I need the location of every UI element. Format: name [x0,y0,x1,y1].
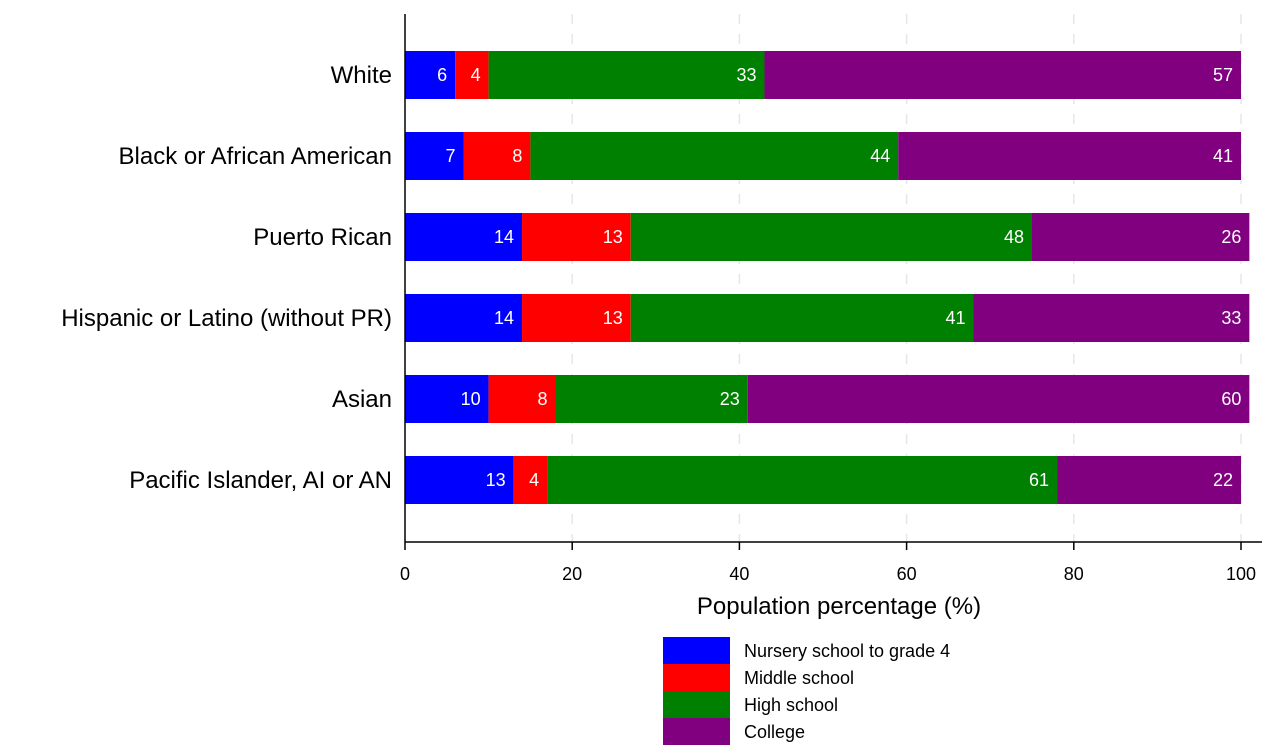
data-label: 33 [1221,308,1241,328]
bar-segment [630,294,974,342]
category-labels: White Black or African American Puerto Ric… [61,62,392,494]
bar-segment [1057,456,1241,504]
bar-segment [513,456,548,504]
bar-segment [405,375,489,423]
data-label: 14 [494,308,514,328]
data-label: 4 [529,470,539,490]
bar-segment [488,51,765,99]
bar-segment [522,294,631,342]
bar-segment [547,456,1058,504]
data-label: 44 [870,146,890,166]
data-labels: 6 4 33 57 7 8 44 41 14 13 48 26 14 13 41 33 10 8 23 60 13 4 61… [437,65,1241,490]
legend-label: High school [744,695,838,715]
bar-segment [747,375,1250,423]
data-label: 23 [720,389,740,409]
bar-segment [405,213,523,261]
legend-label: Nursery school to grade 4 [744,641,950,661]
bar-segment [764,51,1241,99]
legend-swatch [663,637,730,664]
bar-segment [405,132,464,180]
data-label: 14 [494,227,514,247]
bar-segment [455,51,489,99]
data-label: 13 [603,227,623,247]
x-tick-label: 100 [1226,564,1256,584]
legend-swatch [663,691,730,718]
legend-swatch [663,718,730,745]
data-label: 22 [1213,470,1233,490]
data-label: 7 [446,146,456,166]
data-label: 4 [471,65,481,85]
data-label: 61 [1029,470,1049,490]
data-label: 10 [461,389,481,409]
data-label: 26 [1221,227,1241,247]
grid-lines [571,14,1242,542]
x-tick-label: 60 [897,564,917,584]
x-tick-label: 40 [729,564,749,584]
legend-swatch [663,664,730,691]
data-label: 57 [1213,65,1233,85]
x-axis-ticks: 0 20 40 60 80 100 [400,542,1256,584]
x-tick-label: 20 [562,564,582,584]
x-tick-label: 80 [1064,564,1084,584]
data-label: 8 [537,389,547,409]
category-label: Pacific Islander, AI or AN [129,467,392,494]
data-label: 33 [736,65,756,85]
bar-segment [555,375,748,423]
category-label: Asian [332,386,392,413]
bar-segment [1032,213,1250,261]
data-label: 13 [486,470,506,490]
legend: Nursery school to grade 4 Middle school Hi… [663,637,950,745]
data-label: 41 [945,308,965,328]
bar-segment [463,132,531,180]
data-label: 41 [1213,146,1233,166]
category-label: White [331,62,392,89]
bar-segment [488,375,556,423]
x-axis-title: Population percentage (%) [697,593,981,620]
data-label: 48 [1004,227,1024,247]
legend-label: Middle school [744,668,854,688]
bar-segment [898,132,1241,180]
data-label: 6 [437,65,447,85]
legend-label: College [744,722,805,742]
category-label: Black or African American [119,143,392,170]
bar-segment [973,294,1250,342]
data-label: 60 [1221,389,1241,409]
bar-segment [522,213,631,261]
data-label: 13 [603,308,623,328]
x-tick-label: 0 [400,564,410,584]
bar-segment [405,51,456,99]
axes [404,14,1262,543]
data-label: 8 [512,146,522,166]
bars [405,51,1250,504]
bar-segment [630,213,1032,261]
bar-segment [405,456,514,504]
bar-segment [530,132,899,180]
bar-segment [405,294,523,342]
category-label: Puerto Rican [253,224,392,251]
category-label: Hispanic or Latino (without PR) [61,305,392,332]
